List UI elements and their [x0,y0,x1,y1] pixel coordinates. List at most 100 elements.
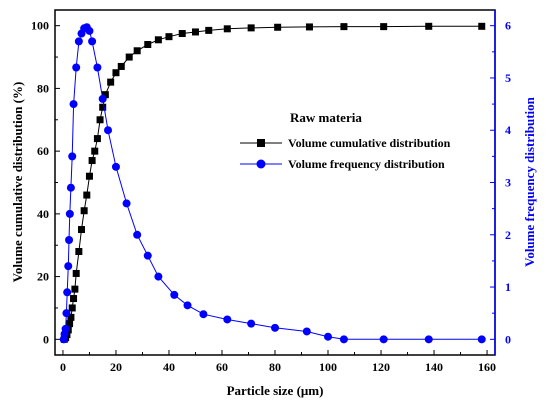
series-frequency [59,23,486,344]
y-right-tick-label: 1 [505,280,511,294]
y-right-tick-label: 4 [505,123,511,137]
data-point-cumulative [191,28,199,36]
y-right-tick-label: 3 [505,176,511,190]
data-point-cumulative [72,269,80,277]
data-point-cumulative [91,147,99,155]
data-point-cumulative [66,320,74,328]
x-tick-label: 0 [60,360,66,374]
data-point-cumulative [71,285,79,293]
y-left-tick-label: 80 [37,81,49,95]
data-point-cumulative [154,36,162,44]
y-axis-left-title: Volume cumulative distribution (%) [10,82,25,283]
data-point-cumulative [68,304,76,312]
data-point-cumulative [70,295,78,303]
y-left-tick-label: 0 [43,332,49,346]
y-left-tick-label: 40 [37,207,49,221]
data-point-frequency [66,183,75,192]
x-tick-label: 20 [110,360,122,374]
data-point-cumulative [205,26,213,34]
data-point-frequency [104,126,113,135]
data-point-cumulative [107,78,115,86]
plot-frame [54,9,496,356]
data-point-frequency [133,230,142,239]
data-point-cumulative [101,91,109,99]
data-point-cumulative [340,23,348,31]
data-point-frequency [65,209,74,218]
legend: Raw materia Volume cumulative distributi… [240,110,451,171]
data-point-cumulative [144,41,152,48]
data-point-frequency [85,26,94,35]
y-right-tick-label: 5 [505,71,511,85]
data-point-cumulative [178,30,186,38]
x-tick-label: 160 [478,360,496,374]
data-point-frequency [154,272,163,281]
data-point-cumulative [305,23,313,31]
data-point-frequency [223,315,232,324]
data-point-frequency [98,94,107,103]
data-point-frequency [65,236,74,244]
legend-label-frequency: Volume frequency distribution [288,157,445,171]
y-left-tick-label: 60 [37,144,49,158]
y-left-tick-label: 100 [31,19,49,33]
data-point-cumulative [133,47,141,55]
data-point-frequency [302,327,311,336]
data-point-cumulative [425,22,433,30]
data-point-frequency [72,63,81,72]
x-tick-label: 40 [163,360,175,374]
x-tick-label: 100 [319,360,337,374]
data-point-frequency [170,290,179,299]
x-axis-title: Particle size (μm) [227,383,324,398]
x-tick-label: 80 [269,360,281,374]
data-point-cumulative [112,69,120,77]
legend-label-cumulative: Volume cumulative distribution [288,136,451,150]
data-point-frequency [111,162,120,171]
data-point-cumulative [85,172,93,180]
data-point-frequency [64,262,73,271]
x-tick-label: 120 [372,360,390,374]
data-point-cumulative [93,135,101,143]
data-point-cumulative [80,207,88,215]
data-point-cumulative [67,313,75,321]
data-point-frequency [122,199,131,208]
data-point-cumulative [223,25,231,33]
data-point-cumulative [274,23,282,31]
data-point-frequency [339,335,348,344]
data-point-cumulative [478,22,486,30]
data-point-frequency [68,152,77,161]
x-axis: 0 20 40 60 80 100 120 140 160 [60,350,496,374]
legend-title: Raw materia [290,110,362,125]
data-point-frequency [69,100,78,109]
data-point-cumulative [96,116,104,124]
data-point-frequency [424,335,433,344]
data-point-cumulative [165,33,173,41]
data-point-cumulative [117,62,125,70]
data-point-cumulative [125,53,133,61]
data-point-frequency [143,251,152,260]
data-point-cumulative [88,157,96,165]
data-point-frequency [271,323,279,332]
data-point-frequency [183,301,192,310]
y-left-tick-label: 20 [37,270,49,284]
data-point-frequency [324,332,333,341]
data-point-frequency [93,63,102,72]
y-axis-right-title: Volume frequency distribution [522,96,537,267]
x-tick-label: 140 [425,360,443,374]
data-point-frequency [62,309,71,318]
y-axis-left: 0 20 40 60 80 100 [31,19,60,346]
y-axis-right: 0 1 2 3 4 5 6 [490,19,511,346]
data-point-frequency [477,335,486,344]
y-right-tick-label: 0 [505,332,511,346]
legend-marker-frequency [256,159,266,169]
data-point-frequency [379,335,388,344]
y-right-tick-label: 6 [505,19,511,33]
data-point-cumulative [380,23,388,31]
data-point-frequency [61,324,70,333]
data-point-frequency [247,319,256,328]
data-point-frequency [63,288,72,297]
data-point-cumulative [247,24,255,32]
x-tick-label: 60 [216,360,228,374]
series-line-frequency [63,26,482,340]
data-point-cumulative [99,103,107,111]
data-point-cumulative [83,191,91,199]
